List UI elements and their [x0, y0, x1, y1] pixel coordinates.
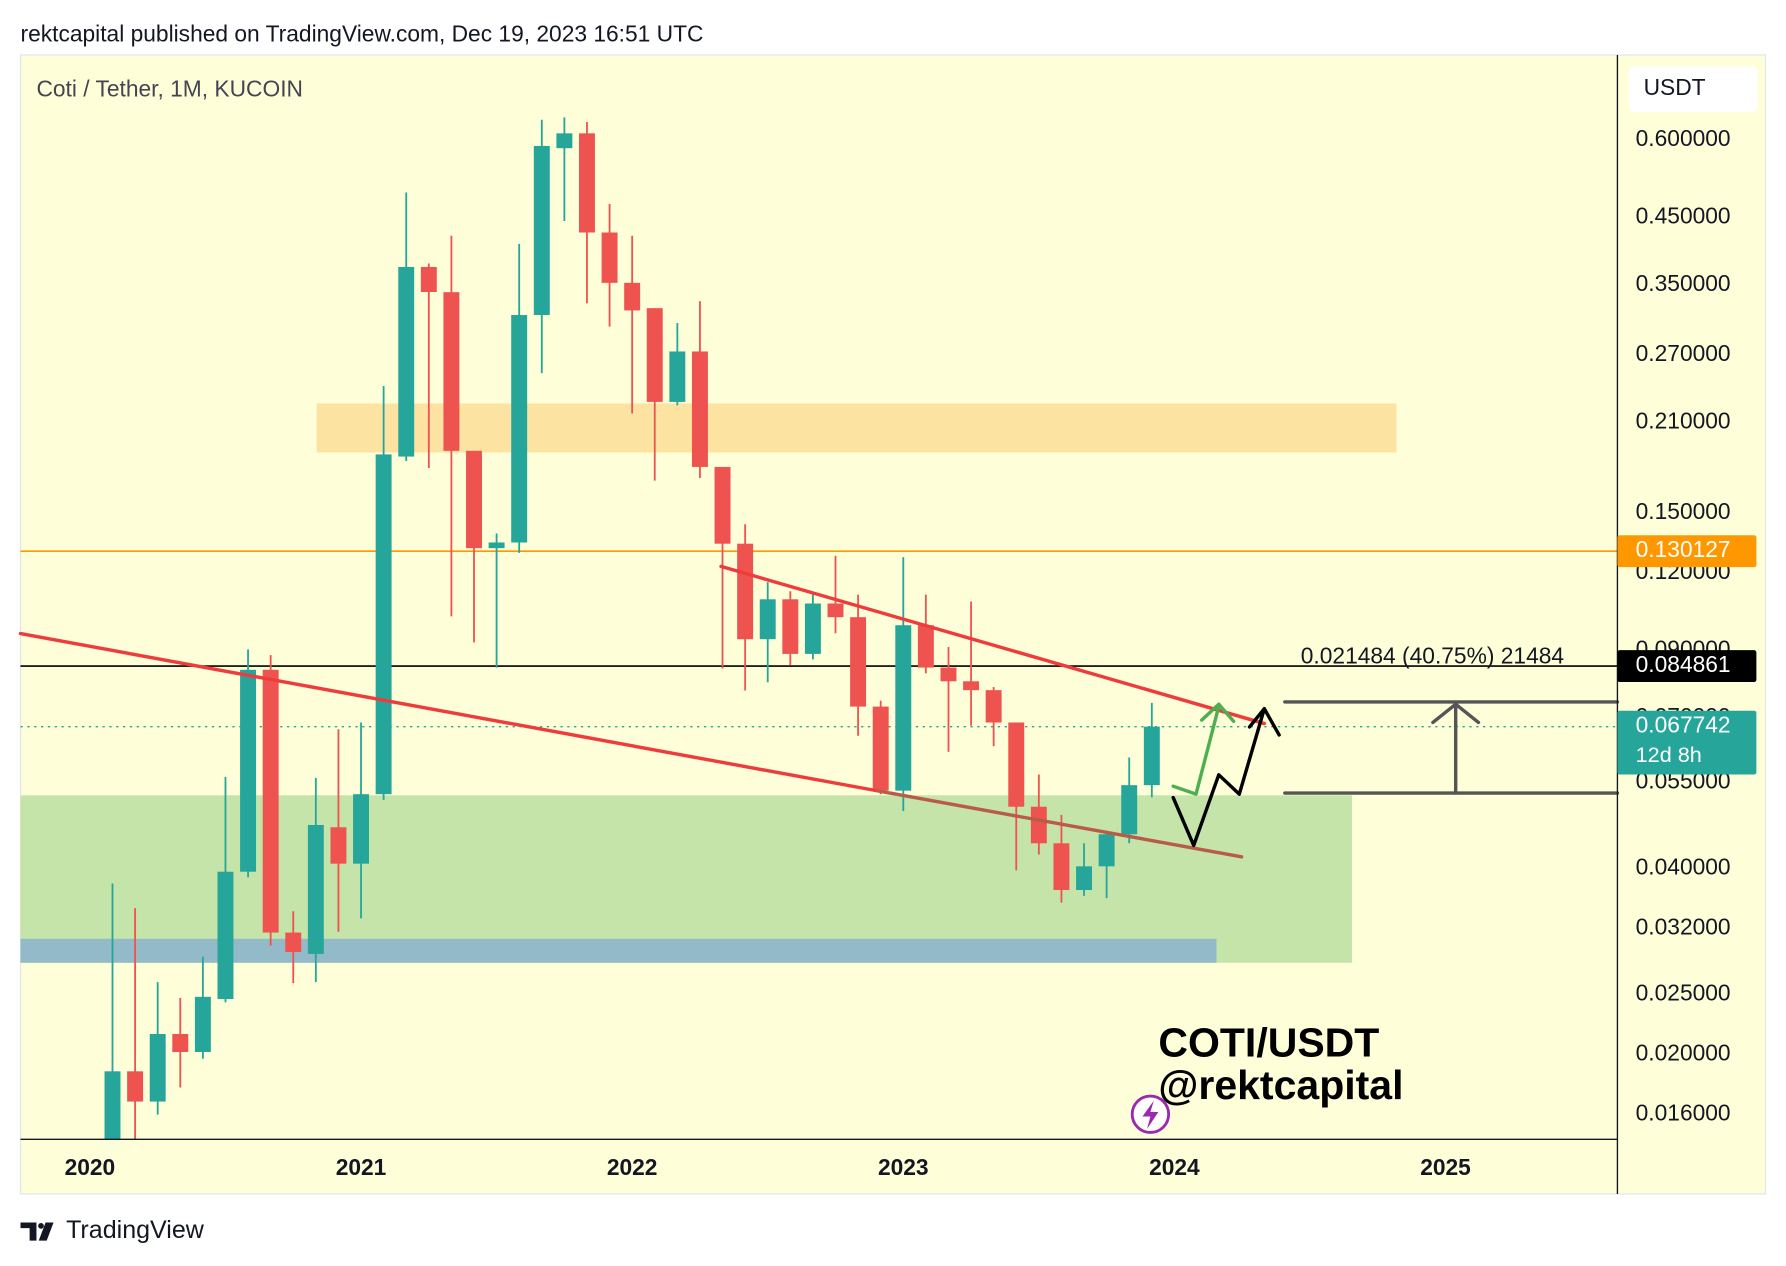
green-path	[1171, 704, 1221, 796]
candles	[104, 117, 1160, 1140]
y-tick-label: 0.600000	[1636, 125, 1731, 151]
y-tick-label: 0.210000	[1636, 408, 1731, 434]
candle-body	[285, 932, 302, 953]
footer: TradingView	[66, 1216, 205, 1244]
lower-trendline	[18, 631, 879, 793]
candle-body	[1076, 866, 1093, 891]
candle-body	[646, 308, 663, 402]
candle-body	[127, 1071, 144, 1102]
candle-body	[578, 133, 595, 233]
y-tick-label: 0.150000	[1636, 498, 1731, 524]
candle-body	[1030, 806, 1047, 844]
black-path	[1171, 707, 1267, 848]
candle-body	[940, 667, 957, 682]
candle-body	[194, 996, 211, 1053]
x-tick-label: 2021	[336, 1154, 387, 1180]
candle-body	[262, 669, 279, 933]
currency: USDT	[1644, 74, 1706, 100]
icon	[1130, 1094, 1171, 1134]
x-tick-label: 2024	[1149, 1154, 1200, 1180]
candle-body	[149, 1033, 166, 1102]
candle-body	[714, 466, 731, 544]
price-label-box	[1617, 650, 1757, 683]
y-tick-label: 0.020000	[1636, 1040, 1731, 1066]
candle-body	[737, 543, 754, 640]
candle-body	[353, 794, 370, 864]
black-arrowhead	[1247, 707, 1281, 737]
header: rektcapital published on TradingView.com…	[21, 21, 704, 47]
candle-body	[1053, 843, 1070, 891]
symbol-title: Coti / Tether, 1M, KUCOIN	[36, 75, 303, 101]
candle-body	[691, 351, 708, 467]
price-label: 0.084861	[1636, 651, 1731, 677]
candle-body	[669, 351, 686, 402]
candle-body	[827, 603, 844, 618]
y-tick-label: 0.025000	[1636, 980, 1731, 1006]
drawings	[18, 564, 1620, 859]
candle-body	[895, 625, 912, 791]
price-label: 0.067742	[1636, 712, 1731, 738]
y-tick-label: 0.350000	[1636, 270, 1731, 296]
candle-body	[963, 681, 980, 691]
y-tick-label: 0.270000	[1636, 340, 1731, 366]
watermark: @rektcapital	[1158, 1062, 1403, 1108]
candle-body	[917, 625, 934, 668]
candle-body	[624, 282, 641, 311]
watermark: COTI/USDT	[1158, 1020, 1379, 1066]
candle-body	[466, 450, 482, 549]
price-label-box	[1617, 535, 1757, 568]
base-zone	[20, 938, 1217, 963]
candle-body	[1143, 726, 1160, 786]
candle-body	[172, 1033, 189, 1053]
candle-body	[240, 669, 257, 872]
countdown: 12d 8h	[1636, 742, 1702, 767]
candle-body	[511, 315, 528, 543]
y-tick-label: 0.040000	[1636, 853, 1731, 879]
y-tick-label: 0.032000	[1636, 913, 1731, 939]
footer-logo	[20, 1222, 54, 1241]
candle-body	[217, 871, 234, 1000]
candle-body	[759, 599, 776, 640]
candle-body	[804, 603, 821, 654]
candle-body	[1121, 785, 1138, 835]
candle-body	[533, 145, 550, 316]
price-labels: 0.130127 0.084861 0.067742 12d 8h	[1617, 535, 1757, 775]
x-tick-label: 2023	[878, 1154, 929, 1180]
x-tick-label: 2025	[1420, 1154, 1471, 1180]
upper-trendline	[719, 564, 1267, 726]
candle-body	[375, 454, 392, 795]
candle-body	[307, 824, 324, 954]
price-lines	[20, 550, 1618, 728]
candle-body	[104, 1071, 121, 1140]
price-label: 0.130127	[1636, 536, 1731, 562]
candle-body	[488, 542, 505, 549]
green-arrowhead	[1199, 702, 1236, 723]
x-tick-label: 2020	[65, 1154, 116, 1180]
y-tick-label: 0.016000	[1636, 1100, 1731, 1126]
x-tick-label: 2022	[607, 1154, 658, 1180]
candle-body	[330, 827, 347, 864]
candle-body	[443, 292, 460, 451]
currency-box	[1628, 66, 1758, 112]
candle-body	[556, 133, 573, 149]
candle-body	[1008, 722, 1025, 807]
measure-label: 0.021484 (40.75%) 21484	[1301, 643, 1564, 669]
y-tick-label: 0.450000	[1636, 203, 1731, 229]
candle-body	[782, 599, 799, 654]
measure-arrowhead	[1431, 702, 1481, 725]
candle-body	[872, 706, 889, 791]
candle-body	[398, 266, 415, 457]
candle-body	[1098, 834, 1115, 867]
candle-body	[985, 690, 1002, 723]
lower-trendline	[875, 789, 1244, 859]
candle-body	[601, 232, 618, 283]
resistance-zone	[316, 403, 1397, 453]
candle-body	[850, 617, 867, 707]
price-label-box	[1617, 710, 1757, 775]
candle-body	[420, 266, 437, 292]
chart-background	[19, 54, 1767, 1195]
